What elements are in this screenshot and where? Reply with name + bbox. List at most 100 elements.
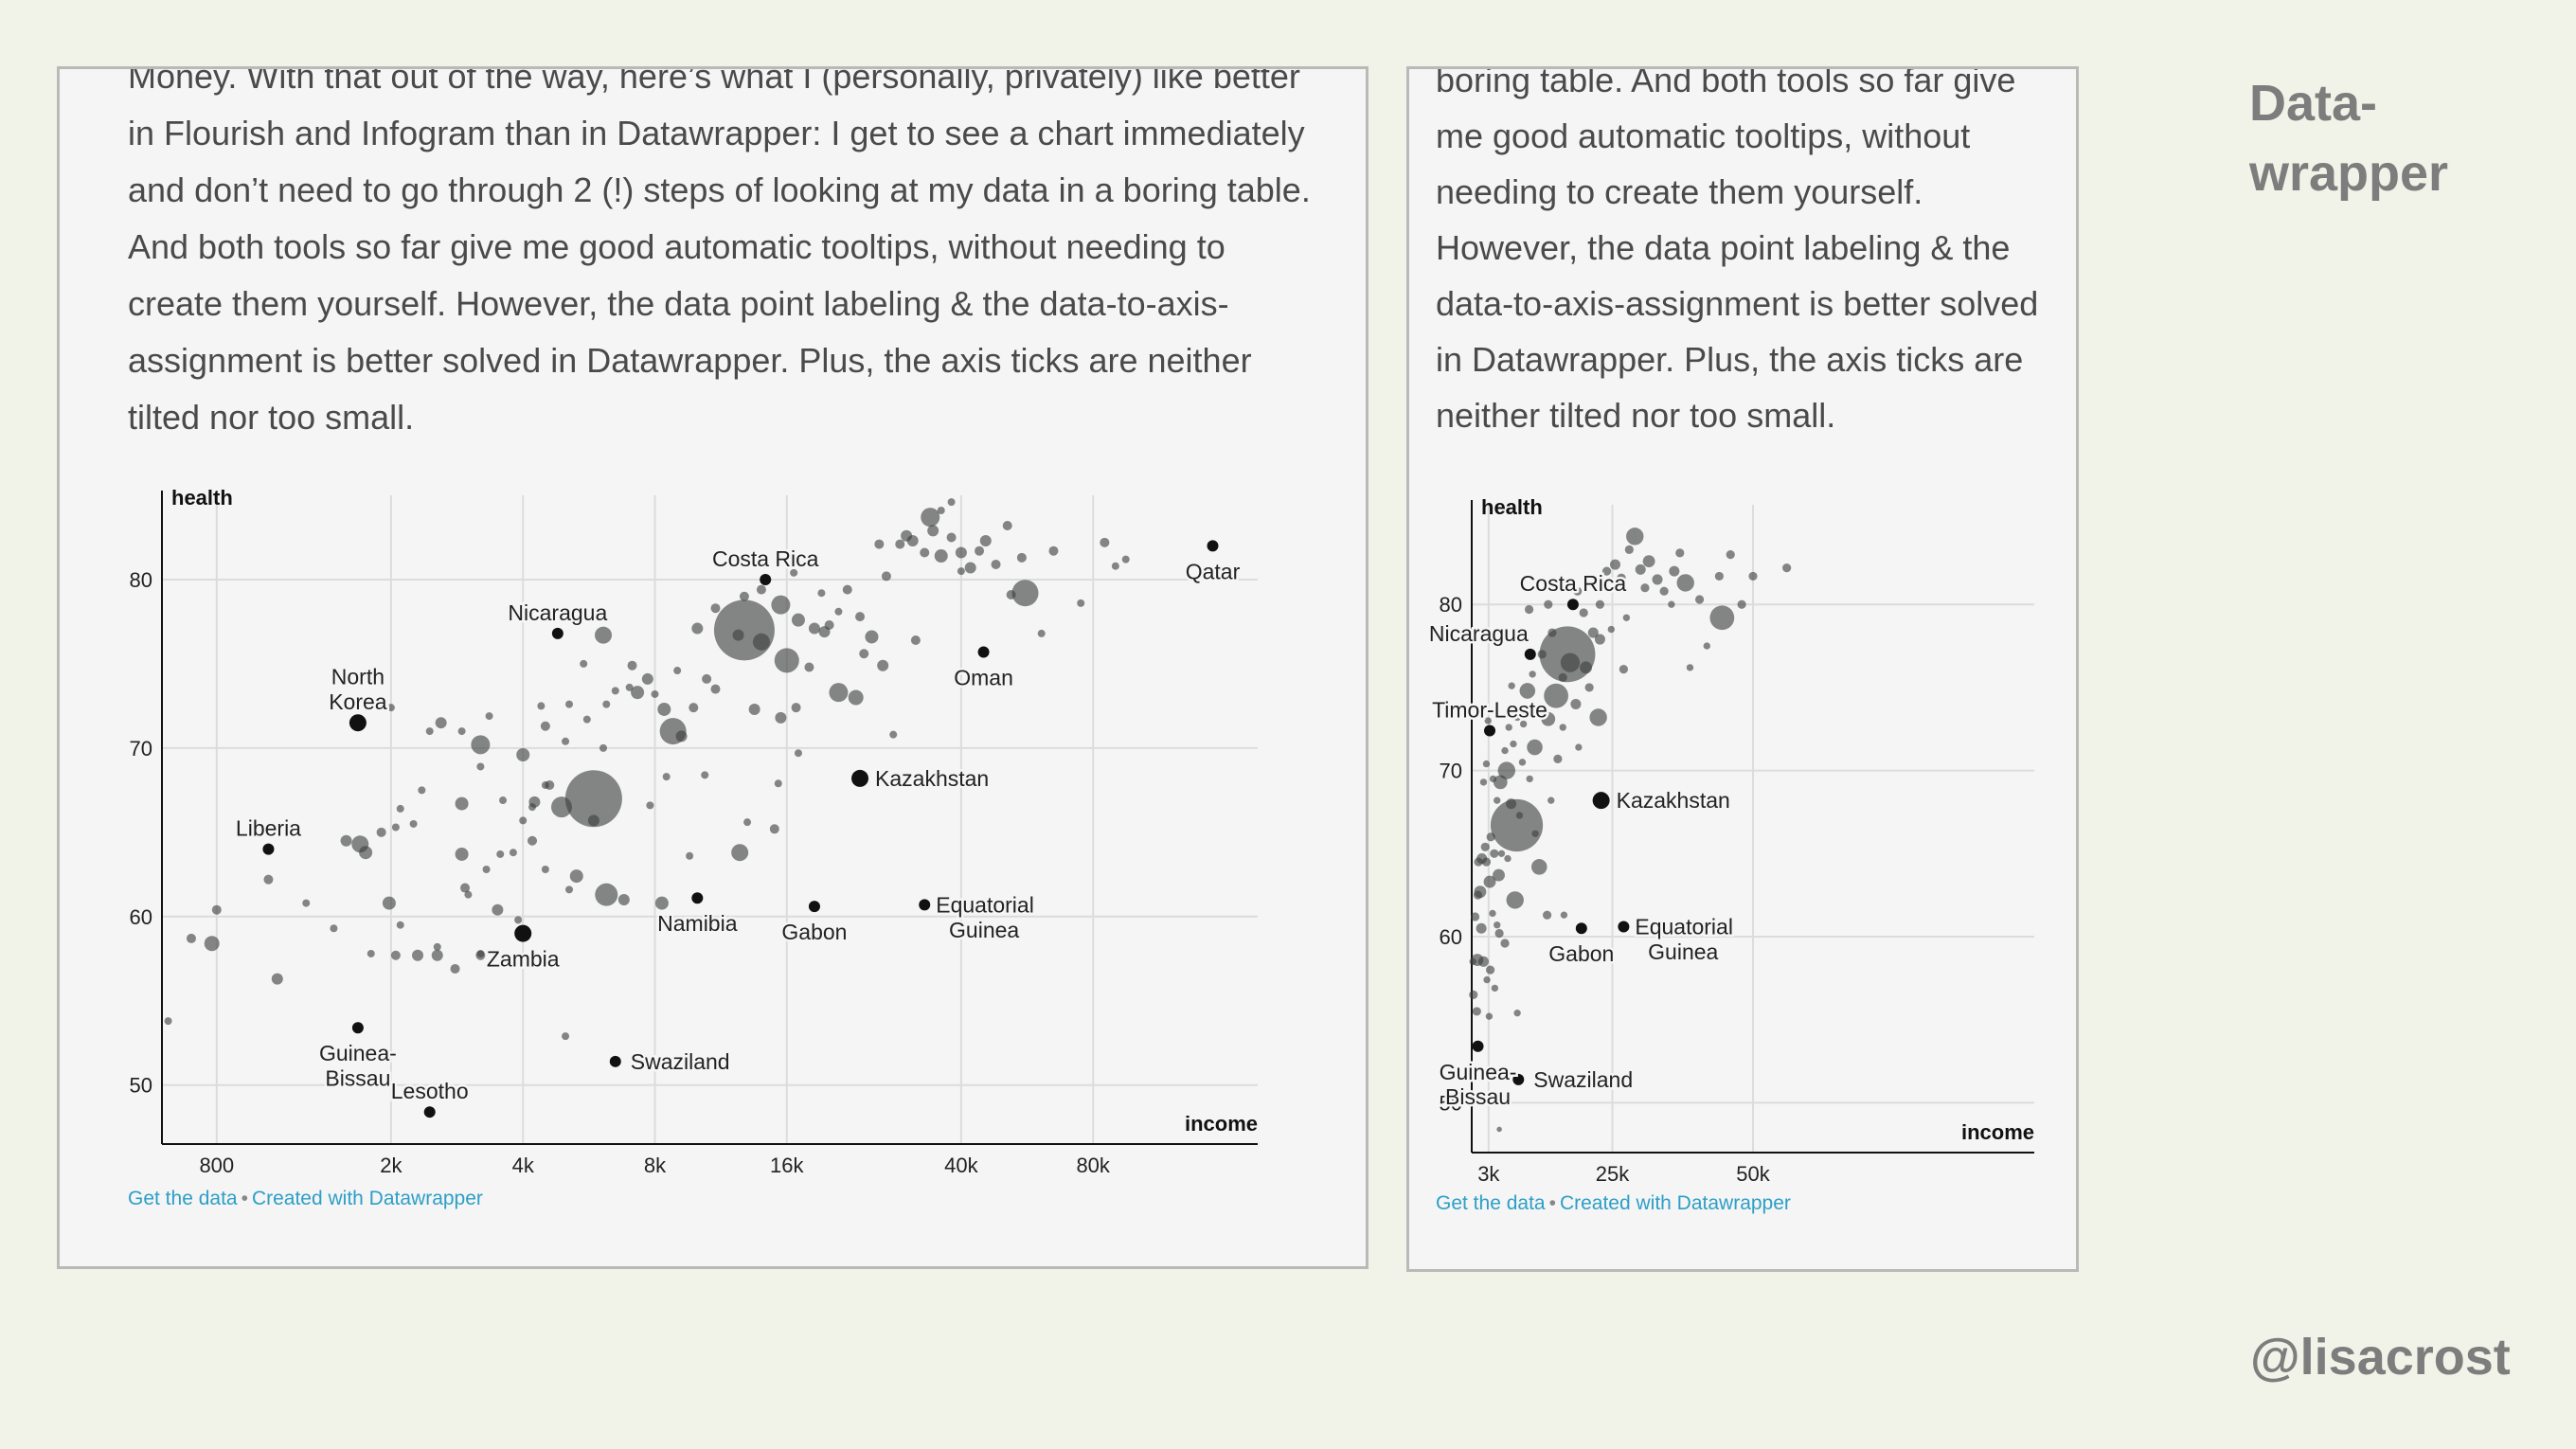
- data-bubble: [528, 835, 538, 846]
- data-bubble: [1111, 562, 1119, 570]
- data-bubble: [587, 814, 599, 827]
- data-bubble: [564, 770, 622, 828]
- data-bubble: [211, 904, 222, 915]
- data-bubble: [509, 849, 517, 857]
- data-bubble: [599, 743, 608, 752]
- right-get-data-link[interactable]: Get the data: [1436, 1192, 1546, 1214]
- data-bubble: [1048, 546, 1059, 556]
- data-bubble: [991, 559, 1001, 569]
- left-created-with-link[interactable]: Created with Datawrapper: [251, 1188, 483, 1209]
- data-bubble: [791, 613, 805, 627]
- data-bubble: [910, 635, 921, 646]
- data-bubble: [1519, 720, 1528, 728]
- point-north-korea: [349, 714, 367, 732]
- data-bubble: [895, 539, 905, 549]
- data-bubble: [1486, 965, 1495, 975]
- label-guinea-bissau: Guinea-: [1440, 1060, 1517, 1084]
- data-bubble: [1570, 698, 1582, 709]
- point-guinea-bissau: [351, 1022, 364, 1034]
- data-bubble: [1497, 761, 1516, 779]
- data-bubble: [1558, 672, 1567, 683]
- data-bubble: [979, 535, 992, 547]
- data-bubble: [964, 562, 976, 574]
- data-bubble: [418, 786, 426, 795]
- data-bubble: [774, 779, 782, 788]
- point-gabon: [1575, 922, 1587, 935]
- data-bubble: [731, 844, 749, 862]
- x-tick-label: 800: [199, 1154, 234, 1177]
- data-bubble: [1589, 708, 1607, 726]
- data-bubble: [1506, 891, 1524, 909]
- data-bubble: [1482, 760, 1491, 768]
- data-bubble: [675, 730, 688, 742]
- data-bubble: [1494, 796, 1501, 804]
- x-tick-label: 16k: [770, 1154, 804, 1177]
- label-swaziland: Swaziland: [631, 1049, 730, 1074]
- data-bubble: [1595, 599, 1605, 609]
- right-created-with-link[interactable]: Created with Datawrapper: [1559, 1192, 1791, 1214]
- data-bubble: [1519, 683, 1536, 699]
- data-bubble: [492, 903, 504, 916]
- data-bubble: [927, 525, 939, 537]
- data-bubble: [1037, 629, 1046, 637]
- label-north-korea: North: [331, 665, 385, 689]
- data-bubble: [1640, 583, 1650, 593]
- data-bubble: [386, 704, 395, 712]
- data-bubble: [877, 659, 889, 671]
- data-bubble: [1504, 854, 1512, 863]
- label-liberia: Liberia: [236, 816, 301, 841]
- data-bubble: [651, 689, 659, 698]
- data-bubble: [396, 804, 404, 813]
- data-bubble: [1542, 910, 1552, 920]
- data-bubble: [1121, 555, 1130, 564]
- data-bubble: [1703, 642, 1710, 650]
- data-bubble: [471, 735, 491, 755]
- grid-lines: [1472, 505, 2034, 1153]
- data-bubble: [409, 819, 418, 828]
- data-bubble: [842, 584, 852, 595]
- data-bubble: [1559, 724, 1566, 731]
- x-axis-title: income: [1185, 1112, 1258, 1136]
- data-bubble: [1686, 664, 1694, 671]
- data-bubble: [376, 827, 386, 837]
- data-bubble: [689, 703, 699, 713]
- data-bubble: [1587, 627, 1599, 638]
- data-bubble: [1077, 599, 1085, 607]
- y-tick-label: 80: [130, 568, 152, 592]
- data-bubble: [1659, 586, 1669, 596]
- data-bubble: [1505, 724, 1512, 731]
- data-bubble: [1493, 868, 1505, 882]
- labeled-points: Costa Rica Nicaragua Timor-Leste Kazakhstan…: [1426, 569, 1735, 1112]
- left-credit-separator: •: [241, 1188, 248, 1209]
- data-bubble: [499, 796, 508, 805]
- data-bubble: [1501, 746, 1509, 755]
- data-bubble: [1469, 990, 1478, 999]
- data-bubble: [1508, 682, 1515, 689]
- data-bubble: [829, 683, 849, 703]
- label-nicaragua: Nicaragua: [1429, 621, 1529, 646]
- left-get-data-link[interactable]: Get the data: [128, 1188, 238, 1209]
- point-oman: [977, 646, 990, 658]
- point-liberia: [262, 843, 275, 855]
- data-bubble: [1607, 625, 1615, 634]
- label-lesotho: Lesotho: [391, 1079, 469, 1103]
- label-gabon: Gabon: [1548, 941, 1614, 966]
- point-namibia: [691, 892, 704, 904]
- data-bubble: [1575, 743, 1583, 751]
- data-bubble: [1675, 548, 1685, 558]
- data-bubble: [955, 546, 967, 559]
- data-bubble: [1580, 661, 1593, 674]
- right-screenshot-panel: boring table. And both tools so far give…: [1406, 66, 2079, 1272]
- data-bubble: [1477, 956, 1489, 967]
- label-guinea-bissau: Bissau: [1445, 1084, 1511, 1109]
- data-bubble: [691, 622, 704, 635]
- data-bubble: [1493, 775, 1508, 790]
- grid-lines: [162, 495, 1258, 1144]
- data-bubble: [1510, 740, 1517, 748]
- data-bubble: [662, 773, 671, 781]
- data-bubble: [382, 896, 396, 910]
- label-nicaragua: Nicaragua: [508, 600, 607, 625]
- data-bubble: [752, 633, 770, 651]
- data-bubble: [743, 818, 752, 827]
